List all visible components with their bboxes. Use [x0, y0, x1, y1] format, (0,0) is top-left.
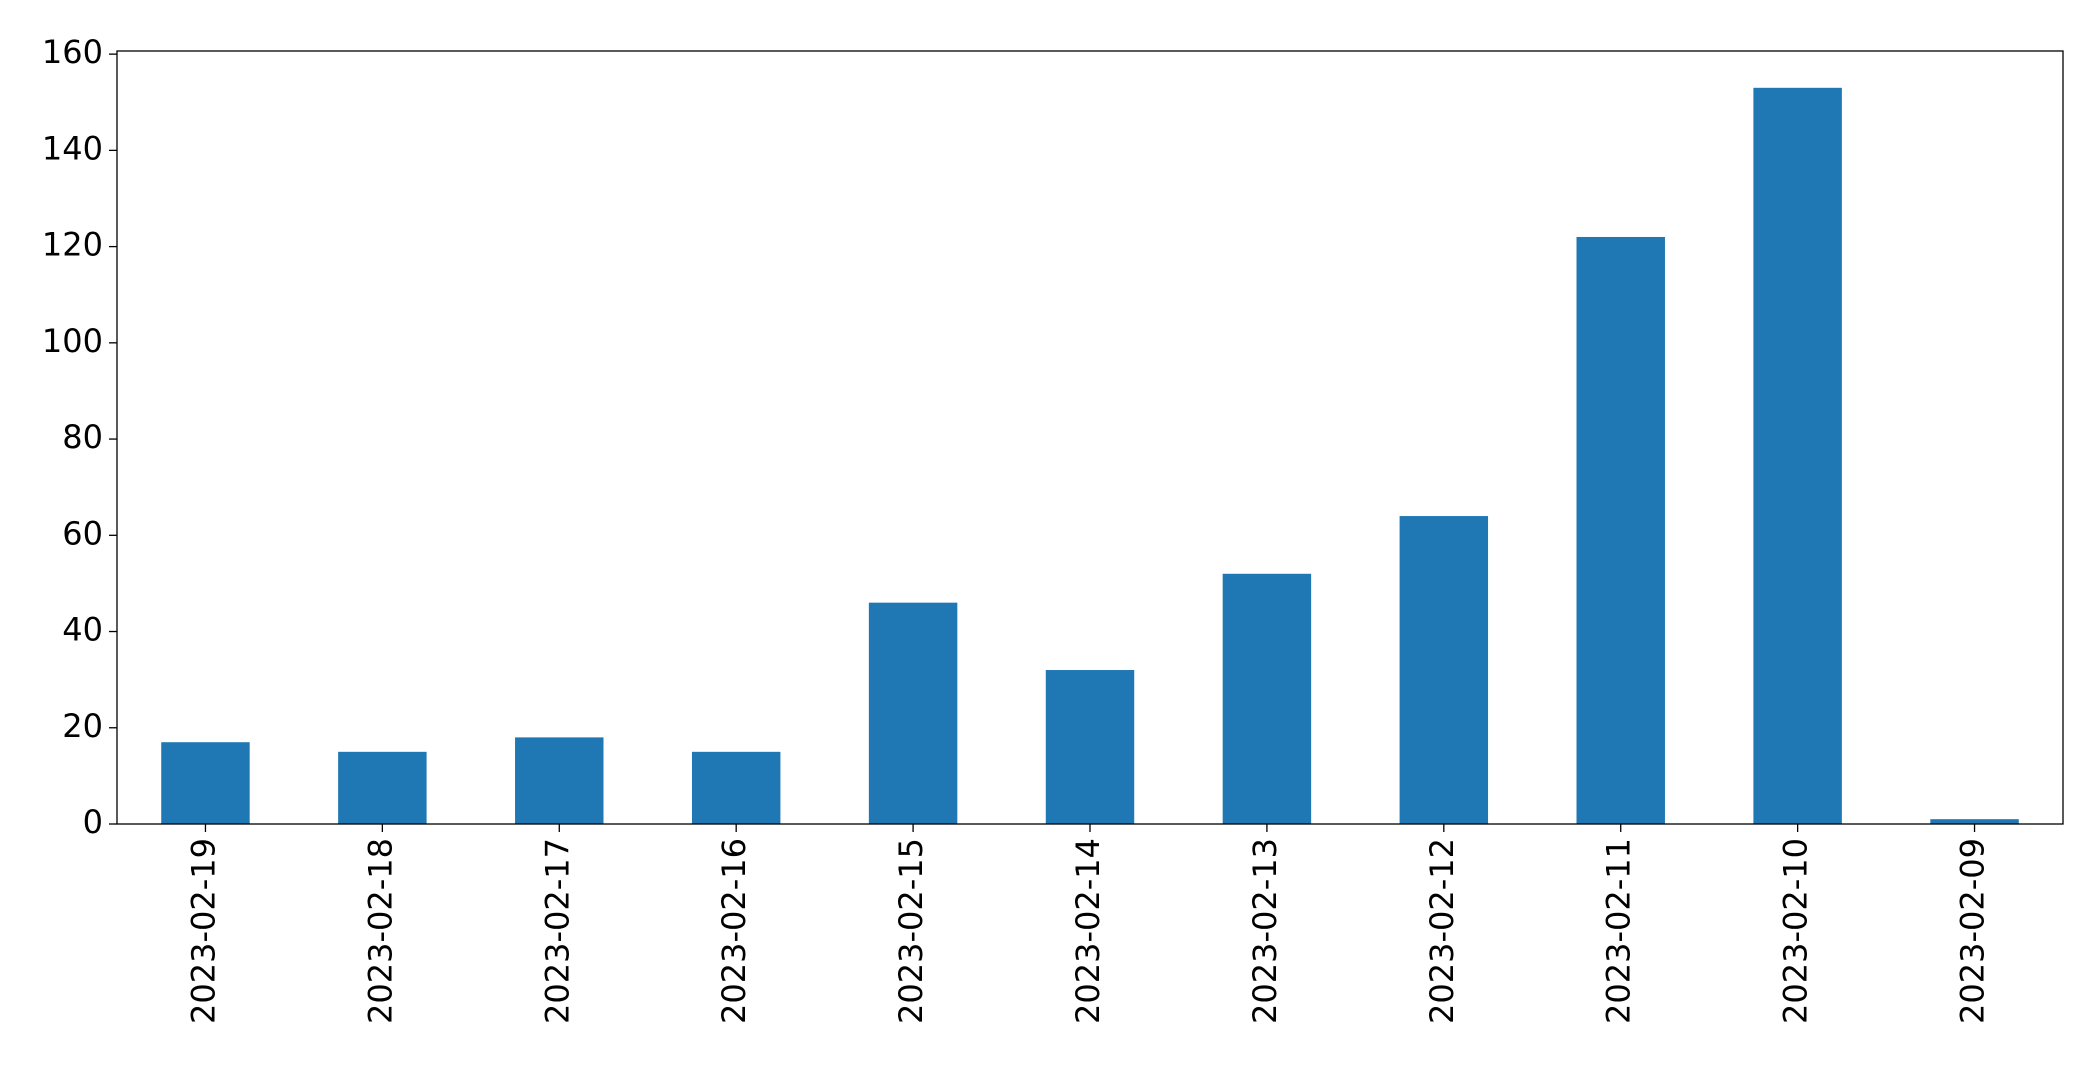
- bar: [691, 751, 781, 824]
- bar: [338, 751, 427, 824]
- y-tick-label: 60: [62, 514, 103, 552]
- y-tick-label: 0: [83, 803, 103, 841]
- bar: [1399, 516, 1489, 824]
- x-tick-label: 2023-02-09: [1954, 838, 1992, 1024]
- plot-frame: [116, 50, 2064, 825]
- y-tick-label: 20: [62, 707, 103, 745]
- x-tick-label: 2023-02-15: [892, 838, 930, 1024]
- y-tick-label: 160: [42, 33, 103, 71]
- bar: [161, 742, 250, 824]
- y-tick-label: 120: [42, 226, 103, 264]
- bar: [515, 737, 604, 824]
- bar: [1576, 236, 1665, 825]
- bar: [1930, 819, 2019, 824]
- y-tick-label: 100: [42, 322, 103, 360]
- bar: [868, 602, 958, 824]
- x-tick-label: 2023-02-11: [1600, 838, 1638, 1024]
- y-tick-label: 40: [62, 611, 103, 649]
- x-tick-label: 2023-02-14: [1069, 838, 1107, 1024]
- x-tick-label: 2023-02-13: [1246, 838, 1284, 1024]
- y-tick-label: 140: [42, 129, 103, 167]
- y-tick-label: 80: [62, 418, 103, 456]
- bar: [1222, 573, 1312, 824]
- x-tick-label: 2023-02-16: [715, 838, 753, 1024]
- bar: [1045, 670, 1135, 824]
- x-tick-label: 2023-02-17: [538, 838, 576, 1024]
- x-tick-label: 2023-02-19: [184, 838, 222, 1024]
- x-tick-label: 2023-02-18: [361, 838, 399, 1024]
- bar: [1753, 87, 1842, 825]
- x-tick-label: 2023-02-10: [1777, 838, 1815, 1024]
- x-tick-label: 2023-02-12: [1423, 838, 1461, 1024]
